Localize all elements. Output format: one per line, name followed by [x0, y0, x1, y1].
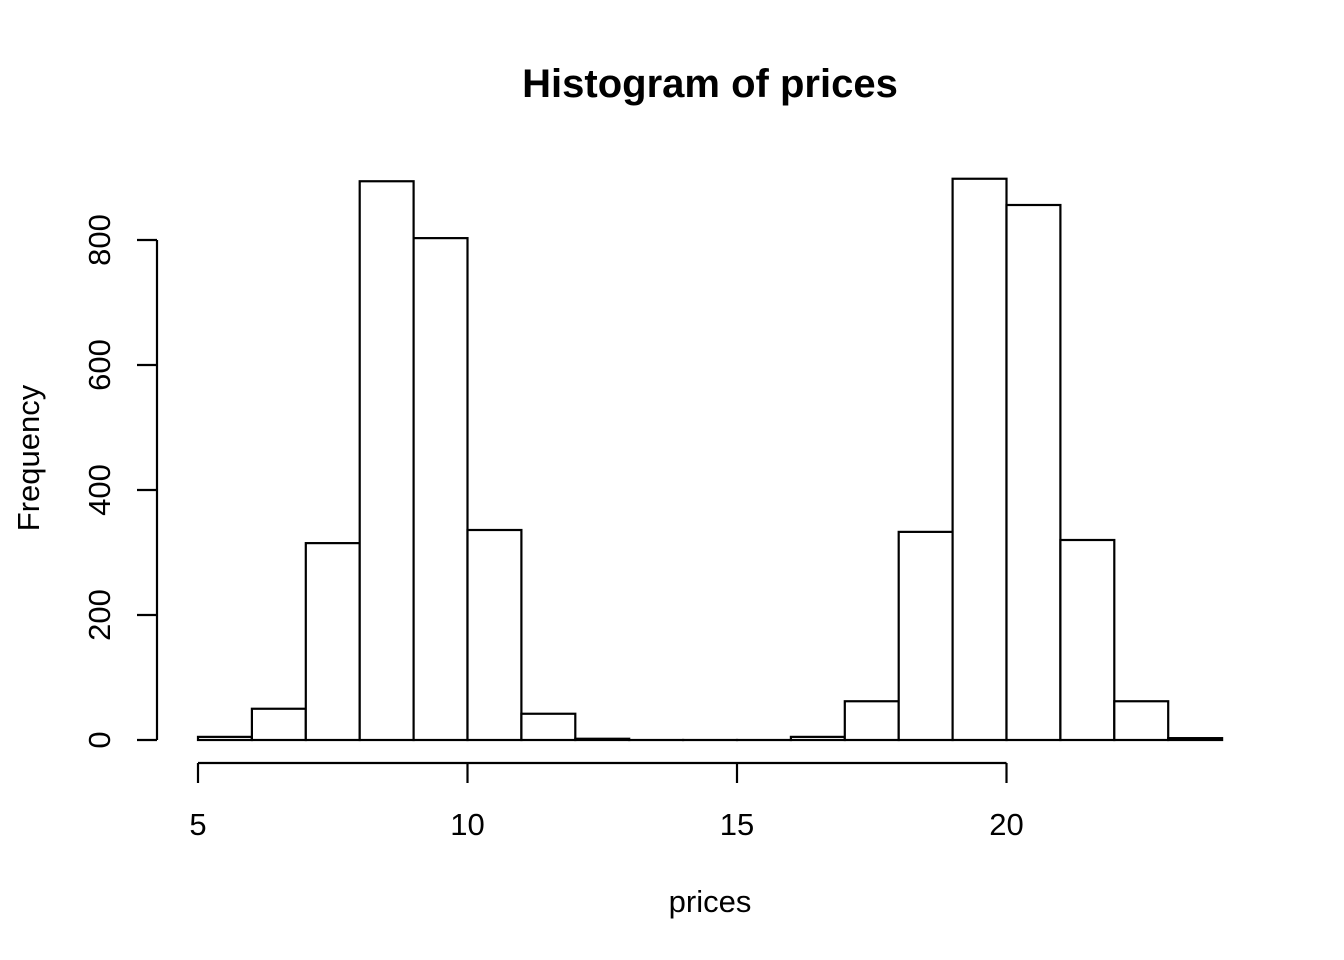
histogram-bar — [1059, 538, 1116, 742]
y-axis-label: Frequency — [11, 384, 46, 531]
histogram-bar — [250, 707, 307, 742]
histogram-bar — [843, 700, 900, 742]
histogram-bar — [1113, 700, 1170, 742]
y-tick-label: 600 — [82, 339, 117, 391]
axes-group — [137, 238, 1008, 783]
x-tick-label: 20 — [989, 807, 1023, 842]
y-tick-label: 400 — [82, 464, 117, 516]
histogram-bar — [196, 735, 254, 742]
y-tick-label: 0 — [82, 731, 117, 748]
histogram-bar — [358, 180, 415, 742]
histogram-bar — [951, 177, 1008, 742]
x-tick-label: 15 — [720, 807, 754, 842]
histogram-bar — [789, 735, 846, 742]
y-tick-label: 800 — [82, 214, 117, 266]
y-tick-label: 200 — [82, 589, 117, 641]
histogram-bar — [897, 530, 954, 742]
chart-title: Histogram of prices — [522, 62, 898, 106]
histogram-bar — [304, 542, 361, 742]
x-tick-label: 10 — [450, 807, 484, 842]
histogram-bar — [1167, 737, 1224, 742]
bars-group — [196, 177, 1224, 742]
histogram-bar — [412, 237, 469, 742]
histogram-bar — [1005, 203, 1062, 742]
x-tick-label: 5 — [189, 807, 206, 842]
x-axis-label: prices — [669, 884, 752, 919]
histogram-bar — [520, 712, 577, 742]
histogram-bar — [574, 737, 631, 742]
histogram-bar — [466, 528, 523, 742]
